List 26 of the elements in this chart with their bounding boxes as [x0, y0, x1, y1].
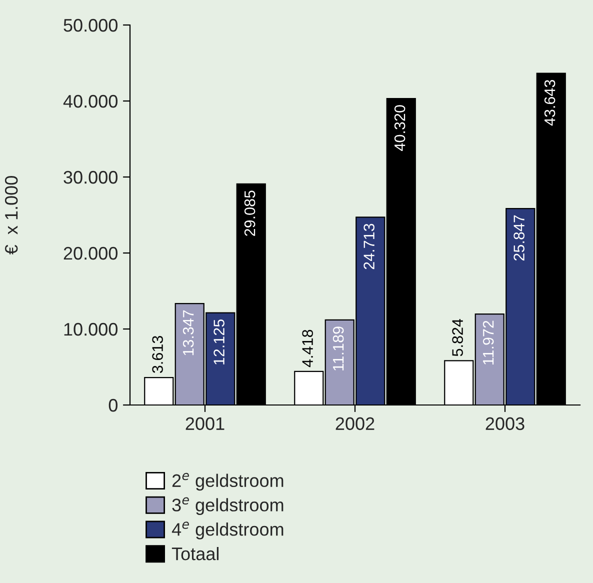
legend-label: 3$^{e}$ geldstroom: [172, 497, 284, 515]
data-label: 24.713: [364, 224, 374, 270]
y-tick-label: 50.000: [64, 18, 118, 32]
data-label: 13.347: [182, 310, 194, 356]
data-label: 11.189: [332, 326, 344, 370]
data-label: 4.418: [302, 330, 313, 368]
data-label: 3.613: [152, 336, 163, 373]
y-tick-label: 10.000: [64, 322, 118, 336]
x-tick-label: 2002: [336, 417, 374, 430]
data-label: 5.824: [452, 318, 463, 356]
legend-label: 2$^{e}$ geldstroom: [172, 472, 284, 491]
y-axis-title: € x 1.000: [4, 176, 18, 255]
data-label: 12.125: [214, 319, 224, 364]
data-label: 11.972: [482, 320, 494, 364]
data-label: 40.320: [394, 105, 406, 151]
y-tick-label: 0: [108, 398, 118, 412]
legend-label: 4$^{e}$ geldstroom: [172, 522, 284, 540]
data-label: 43.643: [544, 80, 556, 126]
y-tick-label: 30.000: [64, 170, 118, 184]
legend-label: Totaal: [172, 547, 218, 560]
x-tick-label: 2003: [486, 417, 524, 430]
data-label: 29.085: [244, 190, 256, 236]
y-tick-label: 20.000: [64, 246, 118, 260]
x-tick-label: 2001: [186, 417, 224, 430]
y-tick-label: 40.000: [63, 94, 118, 108]
data-label: 25.847: [514, 215, 524, 261]
